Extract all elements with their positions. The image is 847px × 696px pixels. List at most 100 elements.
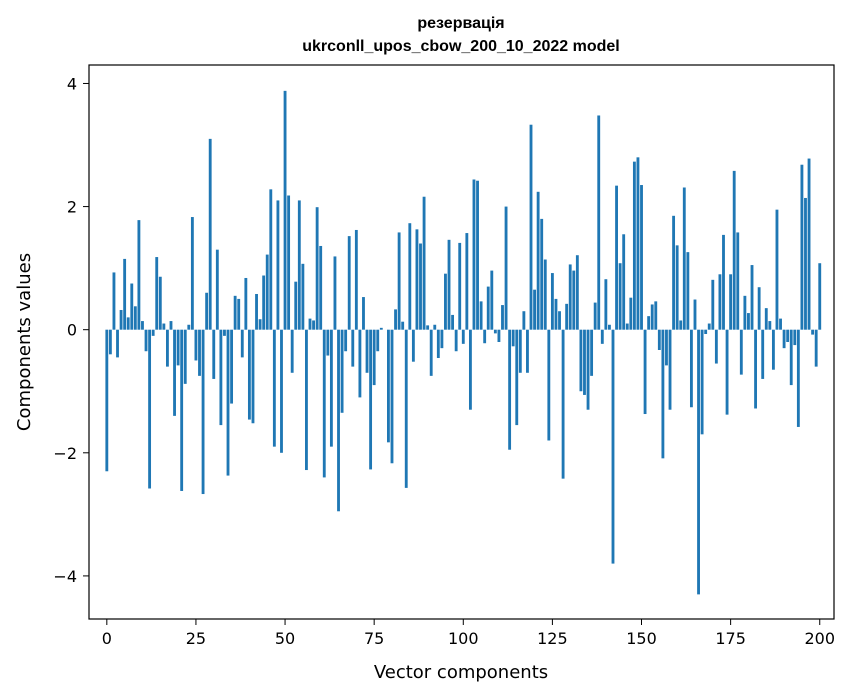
bar — [247, 329, 251, 420]
bar — [404, 329, 408, 488]
bar — [493, 329, 497, 334]
x-tick-label: 175 — [715, 629, 746, 648]
bar — [554, 298, 558, 330]
bar — [579, 329, 583, 392]
bar — [650, 304, 654, 330]
bar — [668, 329, 672, 410]
bar — [747, 313, 750, 330]
y-tick-label: 4 — [67, 74, 77, 93]
bar — [508, 329, 512, 450]
bar — [529, 124, 533, 330]
bar — [714, 329, 718, 364]
bar — [526, 329, 529, 373]
bar — [561, 329, 565, 479]
bar — [315, 207, 319, 330]
bar — [436, 329, 440, 359]
bar — [679, 320, 683, 330]
bar — [451, 314, 455, 330]
bar — [743, 295, 747, 330]
bar — [693, 299, 697, 330]
bar — [187, 324, 191, 330]
bar — [504, 206, 508, 330]
bar — [600, 329, 604, 344]
bar — [640, 185, 643, 330]
bar — [244, 277, 248, 330]
plot-frame — [88, 64, 835, 620]
bar — [682, 187, 686, 330]
bar — [490, 270, 494, 330]
bar — [572, 270, 576, 330]
bar — [297, 200, 301, 330]
x-tick-label: 75 — [364, 629, 384, 648]
bar — [333, 256, 337, 330]
x-tick-label: 150 — [626, 629, 657, 648]
bar — [194, 329, 198, 361]
bar — [511, 329, 515, 347]
x-tick-label: 125 — [537, 629, 568, 648]
bar — [796, 329, 800, 427]
bar — [725, 329, 729, 415]
bar — [116, 329, 119, 358]
bar — [739, 329, 743, 375]
chart-title-line2: ukrconll_upos_cbow_200_10_2022 model — [302, 38, 619, 55]
bar — [190, 217, 194, 330]
bar — [782, 329, 786, 349]
bar — [440, 329, 444, 349]
bar — [155, 257, 159, 330]
bar — [141, 321, 144, 330]
bar — [358, 329, 362, 398]
bar — [675, 245, 679, 330]
bar — [736, 232, 740, 330]
bar — [768, 321, 772, 330]
bar — [465, 233, 469, 330]
bar — [162, 323, 166, 330]
bar — [283, 90, 287, 330]
bar — [757, 287, 761, 330]
bar — [615, 185, 618, 330]
bar — [586, 329, 590, 410]
bar — [647, 316, 651, 330]
bar — [130, 283, 134, 330]
bar — [540, 218, 544, 330]
bar — [472, 179, 476, 330]
bar — [565, 303, 569, 330]
y-axis-label: Components values — [14, 253, 35, 431]
bar — [419, 243, 422, 330]
bar — [372, 329, 376, 386]
bar — [479, 301, 483, 330]
bar — [654, 301, 658, 330]
bar — [408, 223, 412, 330]
bar — [365, 329, 369, 373]
bar — [533, 289, 536, 330]
y-tick-label: −2 — [53, 444, 77, 463]
y-tick-label: −4 — [53, 567, 77, 586]
bar — [169, 321, 173, 330]
bar — [112, 272, 116, 330]
x-axis-label: Vector components — [374, 662, 548, 683]
bar — [761, 329, 765, 379]
bar — [811, 329, 815, 335]
bar — [611, 329, 615, 564]
bar — [255, 293, 258, 330]
bar — [447, 239, 451, 330]
x-tick-label: 200 — [804, 629, 835, 648]
bar — [401, 321, 405, 330]
bar — [771, 329, 775, 370]
bar — [133, 306, 137, 330]
bar — [329, 329, 333, 447]
bar — [390, 329, 394, 464]
bar — [205, 292, 209, 330]
y-tick-label: 0 — [67, 321, 77, 340]
bar — [536, 191, 540, 330]
bar — [369, 329, 373, 470]
bar — [123, 258, 127, 330]
bars-group — [105, 90, 822, 595]
bar — [429, 329, 433, 376]
bar — [144, 329, 148, 352]
bar — [151, 329, 155, 336]
bar — [276, 200, 280, 330]
bar — [722, 234, 725, 330]
bar — [711, 279, 715, 330]
bar — [287, 195, 291, 330]
